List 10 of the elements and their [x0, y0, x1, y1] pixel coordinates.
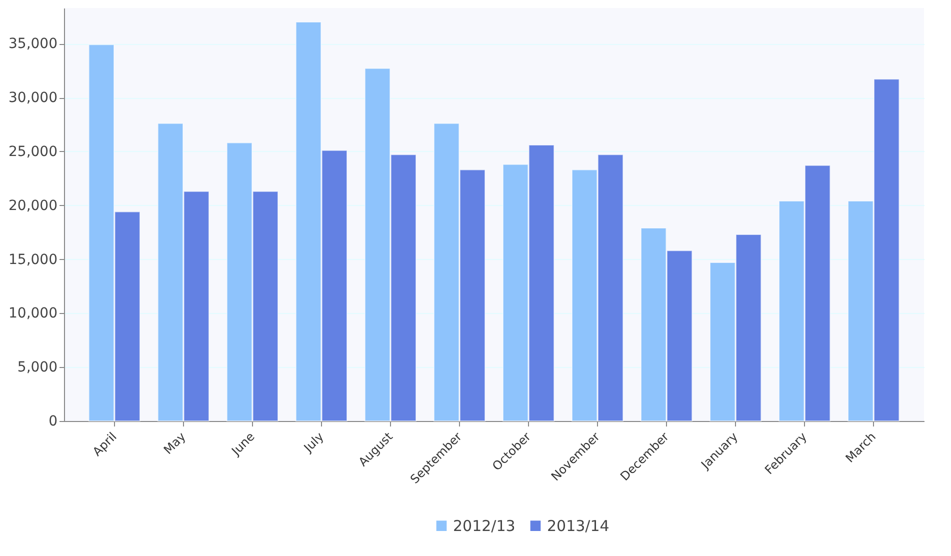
y-tick-label: 30,000 [8, 90, 58, 106]
y-tick-label: 25,000 [8, 144, 58, 160]
y-tick-label: 10,000 [8, 306, 58, 322]
legend-label: 2012/13 [453, 516, 516, 535]
y-tick-label: 5,000 [17, 360, 58, 376]
legend-label: 2013/14 [547, 516, 610, 535]
y-tick-label: 35,000 [8, 36, 58, 52]
y-tick-label: 0 [48, 414, 58, 430]
y-tick-label: 15,000 [8, 252, 58, 268]
y-tick-label: 20,000 [8, 198, 58, 214]
